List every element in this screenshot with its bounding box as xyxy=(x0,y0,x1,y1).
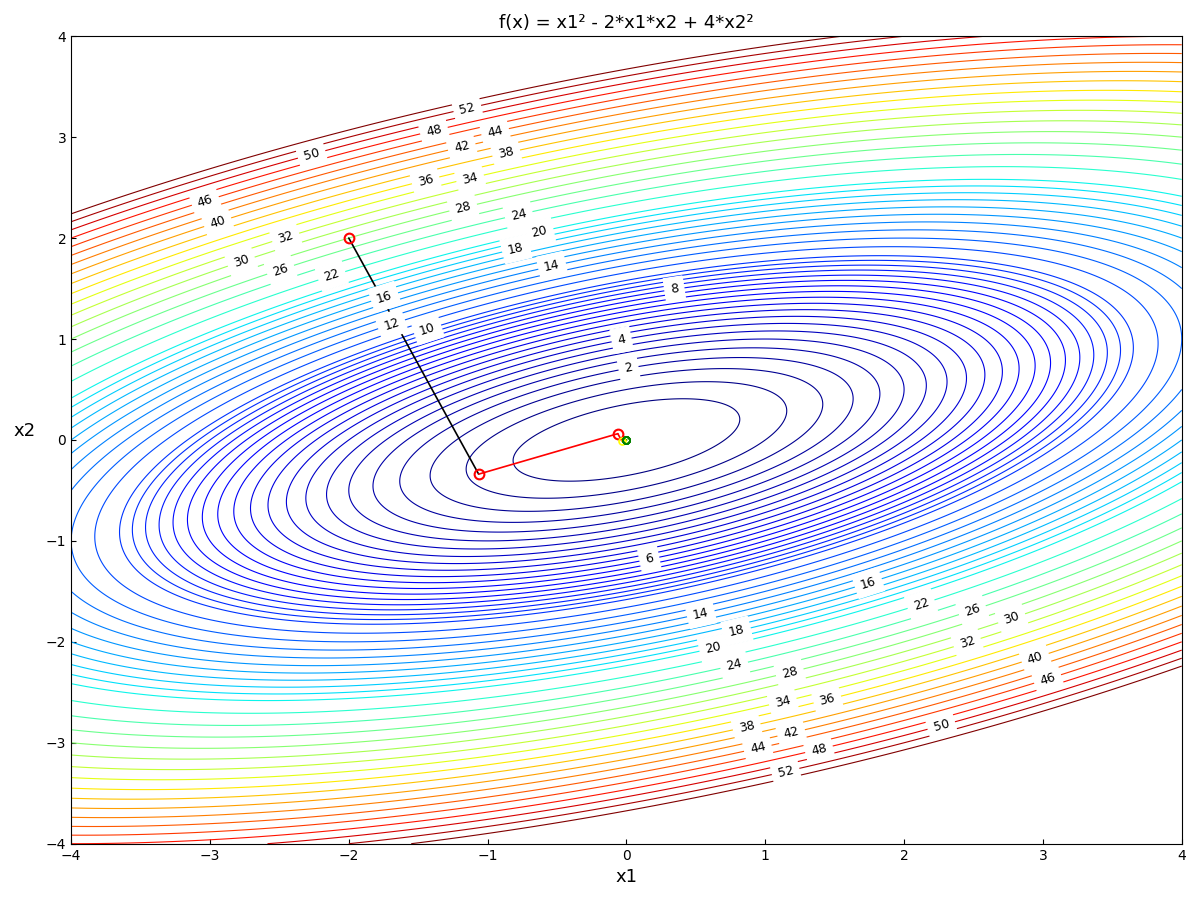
Text: 30: 30 xyxy=(1002,609,1021,627)
Text: 20: 20 xyxy=(704,640,722,656)
Text: 6: 6 xyxy=(644,552,654,566)
Text: 36: 36 xyxy=(416,172,434,189)
Text: 14: 14 xyxy=(542,258,562,274)
Text: 42: 42 xyxy=(782,724,800,741)
Text: 36: 36 xyxy=(818,691,836,707)
Text: 50: 50 xyxy=(302,146,322,163)
Text: 50: 50 xyxy=(932,717,950,734)
Y-axis label: x2: x2 xyxy=(14,422,36,440)
Text: 32: 32 xyxy=(958,634,977,652)
Text: 38: 38 xyxy=(497,145,515,161)
Text: 38: 38 xyxy=(738,719,756,735)
Text: 14: 14 xyxy=(691,606,710,622)
Text: 44: 44 xyxy=(749,740,767,756)
Text: 24: 24 xyxy=(725,657,743,673)
Text: 52: 52 xyxy=(458,100,476,117)
Text: 20: 20 xyxy=(530,223,548,239)
Text: 46: 46 xyxy=(196,193,215,210)
Text: 12: 12 xyxy=(382,316,401,333)
Text: 48: 48 xyxy=(810,741,828,758)
Text: 52: 52 xyxy=(776,763,794,779)
Text: 16: 16 xyxy=(859,574,877,591)
Text: 22: 22 xyxy=(323,267,341,284)
Text: 16: 16 xyxy=(376,288,394,305)
Text: 48: 48 xyxy=(425,122,443,139)
Text: 34: 34 xyxy=(774,694,792,710)
Text: 44: 44 xyxy=(486,123,504,140)
Text: 8: 8 xyxy=(670,283,679,296)
Text: 4: 4 xyxy=(617,333,626,347)
Text: 46: 46 xyxy=(1038,670,1057,688)
Text: 2: 2 xyxy=(624,361,634,375)
Text: 34: 34 xyxy=(461,170,479,186)
Text: 24: 24 xyxy=(510,206,528,222)
Text: 26: 26 xyxy=(271,261,290,278)
Text: 28: 28 xyxy=(780,664,799,680)
X-axis label: x1: x1 xyxy=(616,868,637,886)
Text: 26: 26 xyxy=(962,601,982,619)
Text: 22: 22 xyxy=(912,596,930,613)
Text: 32: 32 xyxy=(276,229,295,246)
Text: 18: 18 xyxy=(727,623,746,639)
Text: 18: 18 xyxy=(506,240,526,256)
Text: 10: 10 xyxy=(418,320,437,338)
Text: 40: 40 xyxy=(1026,649,1045,666)
Text: 28: 28 xyxy=(454,200,473,216)
Text: 30: 30 xyxy=(232,253,251,270)
Title: f(x) = x1² - 2*x1*x2 + 4*x2²: f(x) = x1² - 2*x1*x2 + 4*x2² xyxy=(499,14,754,32)
Text: 40: 40 xyxy=(208,213,227,230)
Text: 42: 42 xyxy=(452,139,470,155)
